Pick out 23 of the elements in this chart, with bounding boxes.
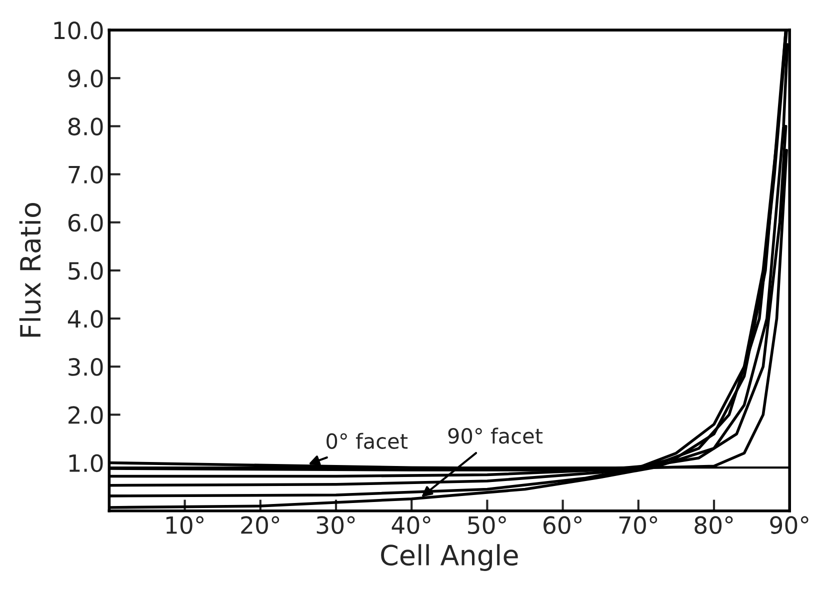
x-tick-label: 60°: [544, 516, 582, 534]
x-tick-label: 10°: [166, 516, 204, 534]
y-axis-title: Flux Ratio: [19, 203, 41, 337]
x-tick-label: 90°: [770, 516, 808, 534]
y-tick-label: 7.0: [68, 166, 103, 184]
annotation: 0° facet: [326, 432, 408, 449]
x-tick-label: 40°: [392, 516, 430, 534]
x-tick-label: 80°: [694, 516, 733, 534]
x-tick-label: 20°: [241, 516, 280, 534]
x-tick-label: 70°: [619, 516, 658, 534]
y-tick-label: 6.0: [68, 214, 103, 232]
y-tick-label: 9.0: [68, 70, 103, 88]
x-axis-title: Cell Angle: [381, 544, 518, 571]
y-tick-label: 8.0: [68, 118, 103, 136]
y-tick-label: 4.0: [68, 310, 103, 328]
y-tick-label: 10.0: [54, 21, 103, 40]
x-tick-label: 30°: [316, 516, 355, 534]
y-tick-label: 2.0: [68, 406, 103, 424]
y-tick-label: 1.0: [69, 454, 103, 472]
x-tick-label: 50°: [468, 516, 506, 534]
y-tick-label: 5.0: [68, 262, 103, 280]
annotation: 90° facet: [448, 428, 543, 444]
y-tick-label: 3.0: [68, 358, 103, 376]
